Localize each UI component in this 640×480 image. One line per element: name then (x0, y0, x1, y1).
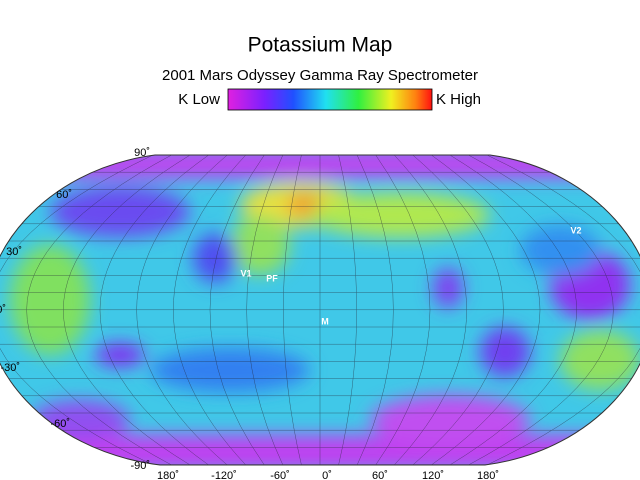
meridian (246, 155, 284, 465)
meridian (283, 155, 302, 465)
site-label: M (321, 316, 329, 326)
meridian (26, 155, 172, 465)
colorbar-high-label: K High (436, 91, 481, 108)
meridian (412, 155, 504, 465)
meridian (173, 155, 246, 465)
meridian (0, 155, 154, 465)
meridian (449, 155, 577, 465)
longitude-label: 120˚ (422, 470, 444, 480)
latitude-label: 0˚ (0, 304, 6, 316)
site-label: V2 (570, 225, 581, 235)
longitude-label: 60˚ (372, 470, 388, 480)
longitude-label: 180˚ (477, 470, 499, 480)
longitude-label: 0˚ (322, 470, 332, 480)
meridian (63, 155, 191, 465)
meridian (209, 155, 265, 465)
colorbar-low-label: K Low (178, 91, 220, 108)
latitude-label: 90˚ (134, 147, 150, 159)
meridian (356, 155, 394, 465)
longitude-label: -60˚ (270, 470, 290, 480)
title: Potassium Map (248, 34, 393, 57)
site-label: V1 (240, 268, 251, 278)
meridian (136, 155, 228, 465)
meridian (394, 155, 467, 465)
longitude-label: 180˚ (157, 470, 179, 480)
map (0, 155, 640, 465)
meridian (99, 155, 209, 465)
meridian (468, 155, 614, 465)
latitude-label: -60˚ (50, 418, 70, 430)
latitude-label: 60˚ (56, 189, 72, 201)
colorbar (227, 88, 433, 111)
latitude-label: 30˚ (6, 246, 22, 258)
longitude-label: -120˚ (211, 470, 237, 480)
map-outline (0, 154, 640, 466)
meridian (375, 155, 431, 465)
meridian (431, 155, 541, 465)
meridian (338, 155, 357, 465)
subtitle: 2001 Mars Odyssey Gamma Ray Spectrometer (162, 67, 478, 84)
latitude-label: -30˚ (0, 362, 20, 374)
site-label: PF (266, 273, 278, 283)
latitude-label: -90˚ (130, 460, 150, 472)
meridian (486, 155, 640, 465)
